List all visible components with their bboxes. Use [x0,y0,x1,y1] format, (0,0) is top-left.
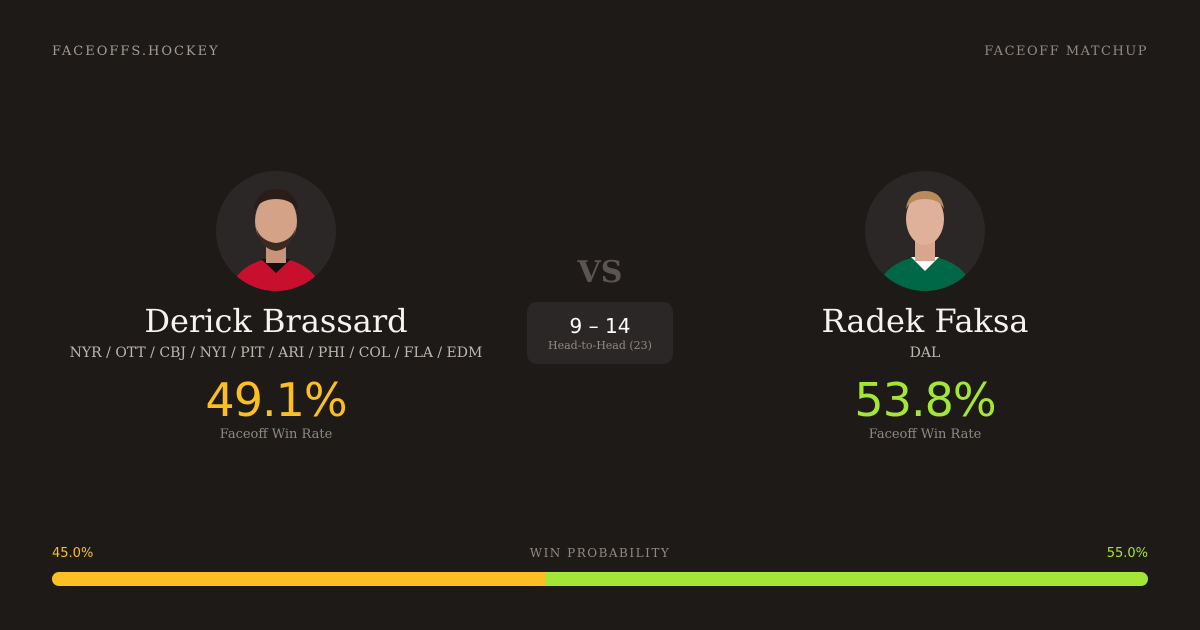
player2-avatar [865,171,985,291]
player-headshot-icon [231,189,321,291]
player1-avatar [216,171,336,291]
player2-win-rate: 53.8% [854,373,996,427]
head-to-head-score: 9 – 14 [569,314,631,338]
head-to-head-label: Head-to-Head (23) [548,339,652,352]
win-probability-bar [52,572,1148,586]
player2-card: Radek Faksa DAL 53.8% Faceoff Win Rate [705,171,1145,443]
player2-win-probability: 55.0% [1106,546,1148,561]
player1-name: Derick Brassard [144,302,408,340]
head-to-head-box: 9 – 14 Head-to-Head (23) [527,302,673,364]
player1-win-rate: 49.1% [205,373,347,427]
win-probability-label: WIN PROBABILITY [529,546,671,560]
player1-card: Derick Brassard NYR / OTT / CBJ / NYI / … [56,171,496,443]
player1-probability-segment [52,572,546,586]
site-brand: FACEOFFS.HOCKEY [52,44,220,59]
player1-teams: NYR / OTT / CBJ / NYI / PIT / ARI / PHI … [69,345,483,361]
player-headshot-icon [877,191,973,291]
player2-win-rate-label: Faceoff Win Rate [868,427,982,442]
page-kind: FACEOFF MATCHUP [984,44,1148,59]
player2-name: Radek Faksa [821,302,1029,340]
player2-probability-segment [545,572,1148,586]
player1-win-probability: 45.0% [52,546,94,561]
vs-label: VS [577,255,623,290]
player2-teams: DAL [909,345,941,361]
player1-win-rate-label: Faceoff Win Rate [219,427,333,442]
